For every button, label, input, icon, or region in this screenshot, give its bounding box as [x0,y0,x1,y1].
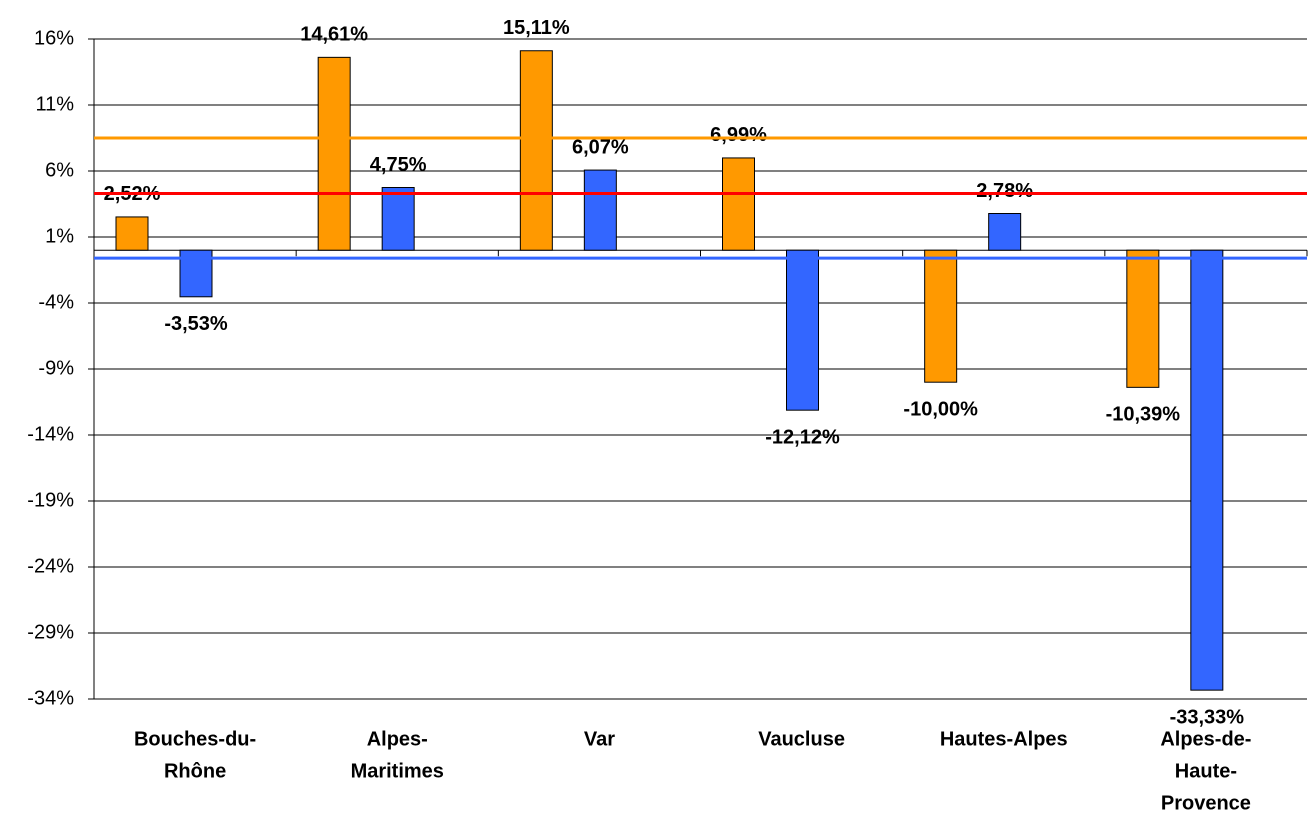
bar [381,187,415,251]
y-tick-label: -34% [27,687,74,709]
x-tick-label: Alpes-de- [1160,728,1251,750]
data-label: 4,75% [370,154,427,176]
x-tick-label: Vaucluse [758,728,845,750]
bar [924,249,958,383]
data-label: 2,78% [976,180,1033,202]
data-label: 14,61% [300,24,368,46]
y-tick-label: -24% [27,555,74,577]
bar [1190,249,1224,691]
data-label: 6,07% [572,136,629,158]
x-tick-label: Rhône [164,760,226,782]
data-label: 6,99% [710,124,767,146]
bar [1126,249,1160,388]
data-label: -12,12% [765,426,840,448]
y-tick-label: 11% [35,93,74,115]
x-tick-label: Hautes-Alpes [940,728,1068,750]
y-tick-label: -19% [27,489,74,511]
x-tick-label: Provence [1161,792,1251,814]
y-tick-label: -9% [38,357,74,379]
bar [786,249,819,411]
data-label: 15,11% [503,17,570,39]
y-tick-label: -4% [38,291,74,313]
data-label: -3,53% [164,313,228,335]
bar [115,216,149,251]
y-tick-label: -14% [27,423,74,445]
bar [317,56,351,251]
x-tick-label: Bouches-du- [134,728,256,750]
y-tick-label: 6% [45,159,74,181]
bar [988,213,1022,251]
x-tick-label: Alpes- [367,728,428,750]
x-tick-label: Haute- [1175,760,1237,782]
bar [722,157,755,251]
bar [583,169,617,251]
data-label: -10,00% [903,398,978,420]
y-tick-label: 16% [34,27,74,49]
bar [519,50,553,251]
y-tick-label: -29% [27,621,74,643]
x-tick-label: Var [584,728,615,750]
data-label: -10,39% [1106,404,1181,426]
x-tick-label: Maritimes [351,760,444,782]
data-label: -33,33% [1170,706,1245,728]
y-tick-label: 1% [45,225,74,247]
